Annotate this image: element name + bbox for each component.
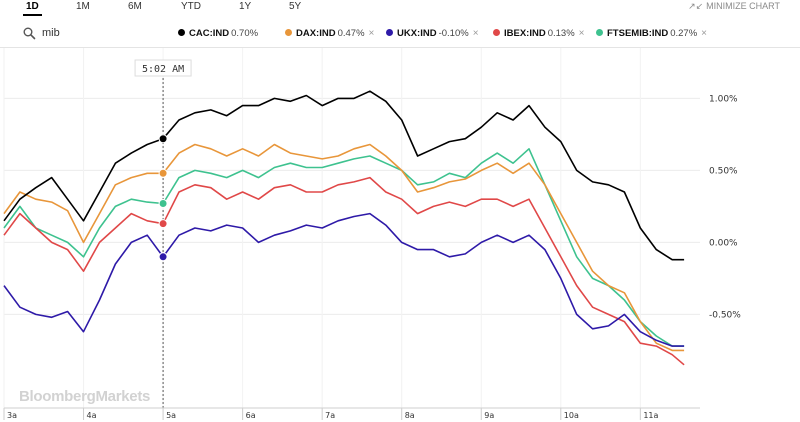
legend-change: 0.47%	[337, 28, 365, 39]
legend-item-dax[interactable]: DAX:IND 0.47% ×	[285, 28, 374, 39]
tab-1m[interactable]: 1M	[76, 1, 90, 12]
legend-symbol: CAC:IND	[189, 28, 230, 39]
minimize-chart-button[interactable]: ↗↙ MINIMIZE CHART	[688, 1, 780, 12]
series-line-ftsemib[interactable]	[3, 148, 685, 347]
cursor-label-box	[134, 59, 192, 77]
legend-item-ibex[interactable]: IBEX:IND 0.13% ×	[493, 28, 584, 39]
legend-color-dot	[386, 29, 393, 36]
remove-ftsemib-close-icon[interactable]: ×	[701, 28, 707, 39]
series-line-ibex[interactable]	[3, 176, 685, 366]
legend-item-cac[interactable]: CAC:IND 0.70%	[178, 28, 258, 39]
x-tick-label: 10a	[564, 411, 579, 420]
x-tick-label: 7a	[325, 411, 335, 420]
x-tick-label: 3a	[7, 411, 17, 420]
tab-5y[interactable]: 5Y	[289, 1, 302, 12]
x-tick-label: 8a	[405, 411, 415, 420]
legend-symbol: FTSEMIB:IND	[607, 28, 669, 39]
legend-color-dot	[285, 29, 292, 36]
series-line-cac[interactable]	[3, 90, 685, 261]
symbol-search	[20, 24, 160, 44]
cursor-point-cac	[158, 134, 168, 144]
tab-ytd[interactable]: YTD	[181, 1, 201, 12]
cursor-time-label: 5:02 AM	[142, 64, 184, 75]
legend-symbol: DAX:IND	[296, 28, 336, 39]
legend-symbol: UKX:IND	[397, 28, 437, 39]
legend-color-dot	[178, 29, 185, 36]
tab-1y[interactable]: 1Y	[239, 1, 252, 12]
series-line-dax[interactable]	[3, 143, 685, 352]
search-icon	[23, 27, 36, 40]
remove-dax-close-icon[interactable]: ×	[368, 28, 375, 39]
series-line-ukx[interactable]	[3, 212, 685, 347]
axes: 1.00% 0.50% 0.00% -0.50% 3a 4a 5a 6a 7a 8a 9a 10a 11…	[3, 94, 741, 420]
y-tick-label: 0.50%	[709, 166, 738, 176]
crosshair-cursor: 5:02 AM	[134, 59, 192, 408]
collapse-arrows-icon: ↗↙	[688, 1, 704, 11]
cursor-point-ukx	[158, 252, 168, 262]
tab-1d[interactable]: 1D	[23, 1, 42, 16]
cursor-point-dax	[158, 168, 168, 178]
legend-item-ukx[interactable]: UKX:IND -0.10% ×	[386, 28, 479, 39]
legend-color-dot	[493, 29, 500, 36]
legend-change: 0.13%	[547, 28, 575, 39]
x-tick-label: 4a	[87, 411, 97, 420]
x-tick-label: 11a	[643, 411, 658, 420]
x-tick-label: 5a	[166, 411, 176, 420]
y-tick-label: 1.00%	[709, 94, 738, 104]
series-lines	[3, 90, 685, 366]
y-tick-label: -0.50%	[709, 310, 741, 320]
timeframe-tabs: 1D 1M 6M YTD 1Y 5Y ↗↙ MINIMIZE CHART	[0, 0, 800, 16]
tab-6m[interactable]: 6M	[128, 1, 142, 12]
y-tick-label: 0.00%	[709, 238, 738, 248]
gridlines	[3, 48, 700, 408]
minimize-chart-label: MINIMIZE CHART	[706, 1, 780, 11]
legend-change: 0.70%	[231, 28, 259, 39]
cursor-point-ftsemib	[158, 199, 168, 209]
legend-change: -0.10%	[438, 28, 469, 39]
legend-change: 0.27%	[670, 28, 698, 39]
search-input[interactable]	[42, 25, 152, 41]
remove-ukx-close-icon[interactable]: ×	[472, 28, 479, 39]
legend-symbol: IBEX:IND	[504, 28, 546, 39]
x-tick-label: 6a	[246, 411, 256, 420]
bloomberg-markets-watermark: BloombergMarkets	[19, 388, 150, 405]
toolbar-divider	[0, 47, 800, 48]
cursor-point-ibex	[158, 219, 168, 229]
legend-color-dot	[596, 29, 603, 36]
legend-item-ftsemib[interactable]: FTSEMIB:IND 0.27% ×	[596, 28, 707, 39]
remove-ibex-close-icon[interactable]: ×	[578, 28, 585, 39]
x-tick-label: 9a	[484, 411, 494, 420]
